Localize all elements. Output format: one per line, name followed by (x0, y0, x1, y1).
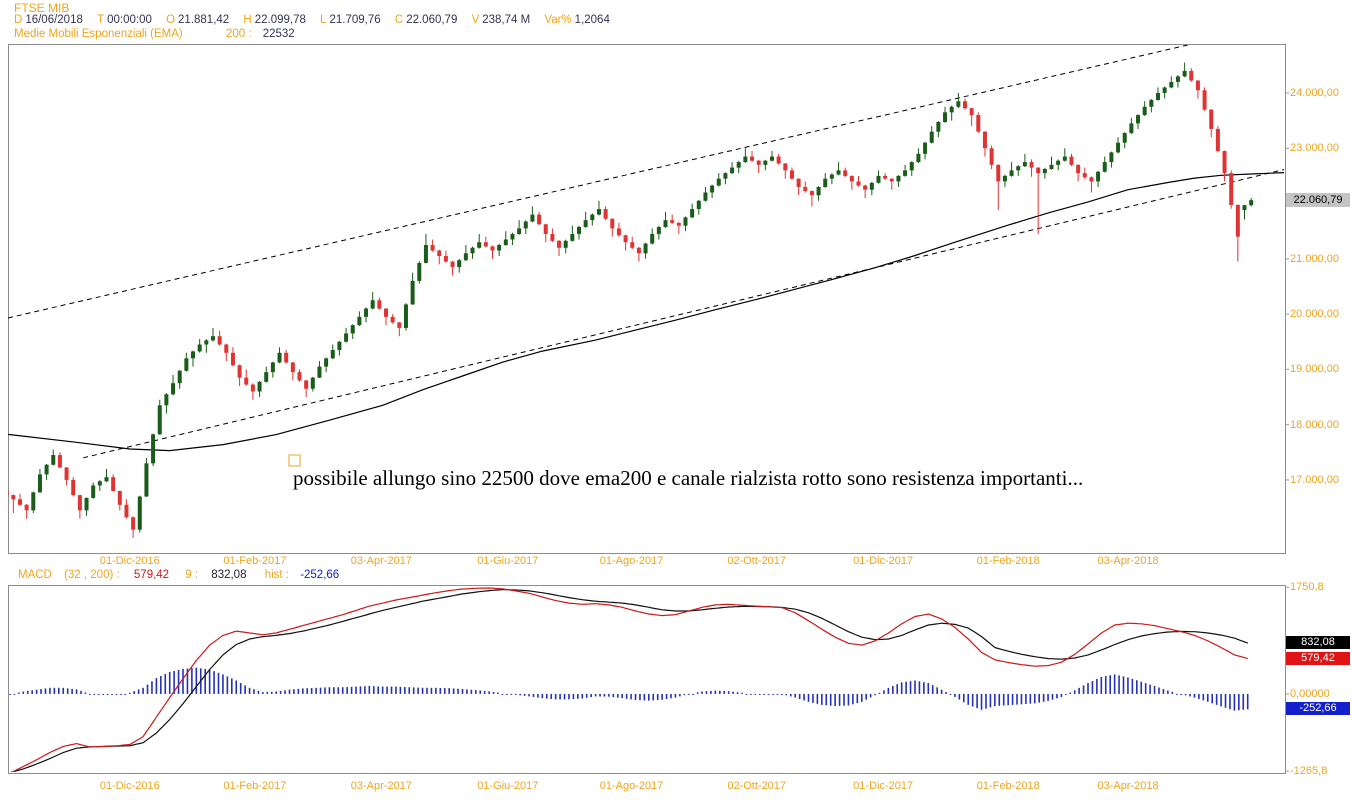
price-tick-label: 23.000,00 (1290, 142, 1339, 155)
quote-value-var: 1,2064 (574, 14, 610, 26)
ema-indicator-label: Medie Mobili Esponenziali (EMA) (14, 28, 183, 40)
time-tick-label: 02-Ott-2017 (727, 555, 787, 567)
price-tick-label: 20.000,00 (1290, 308, 1339, 321)
time-tick-label: 01-Giu-2017 (477, 780, 539, 792)
macd-hist-value: -252,66 (300, 569, 340, 581)
macd-hist-label: hist : (264, 569, 289, 581)
time-tick-label: 01-Ago-2017 (599, 780, 664, 792)
last-price-box: 22.060,79 (1286, 193, 1350, 208)
macd-signal-box: 832,08 (1286, 636, 1350, 650)
quote-value-date: 16/06/2018 (25, 14, 83, 26)
time-tick-label: 03-Apr-2017 (350, 780, 412, 792)
quote-value-volume: 238,74 M (482, 14, 531, 26)
macd-tick-label: -1265,8 (1290, 765, 1328, 778)
ema-period-label: 200 : (225, 28, 252, 40)
quote-key-time: T (97, 14, 105, 26)
quote-key-open: O (166, 14, 176, 26)
time-tick-label: 01-Giu-2017 (477, 555, 539, 567)
macd-tick-label: 0,00000 (1290, 687, 1330, 700)
price-tick-label: 24.000,00 (1290, 86, 1339, 99)
time-tick-label: 03-Apr-2018 (1097, 555, 1159, 567)
time-tick-label: 01-Dic-2016 (99, 555, 160, 567)
macd-hist-box: -252,66 (1286, 702, 1350, 716)
macd-signal-period-label: 9 : (185, 569, 199, 581)
price-chart-panel[interactable] (8, 44, 1286, 554)
annotation-text[interactable]: possibile allungo sino 22500 dove ema200… (293, 466, 1084, 490)
quote-key-high: H (243, 14, 252, 26)
price-tick-label: 19.000,00 (1290, 363, 1339, 376)
macd-panel[interactable] (8, 585, 1286, 774)
macd-line-value: 579,42 (133, 569, 170, 581)
quote-value-close: 22.060,79 (406, 14, 458, 26)
macd-header-row: MACD (32 , 200) : 579,42 9 : 832,08 hist… (18, 569, 339, 581)
price-tick-label: 18.000,00 (1290, 418, 1339, 431)
time-tick-label: 03-Apr-2017 (350, 555, 412, 567)
price-tick-label: 21.000,00 (1290, 252, 1339, 265)
quote-key-volume: V (471, 14, 480, 26)
quote-key-low: L (320, 14, 327, 26)
quote-key-var: Var% (544, 14, 572, 26)
macd-indicator-label: MACD (18, 569, 52, 581)
macd-value-box: 579,42 (1286, 651, 1350, 665)
quote-key-date: D (14, 14, 23, 26)
time-tick-label: 01-Feb-2018 (976, 555, 1040, 567)
time-tick-label: 01-Dic-2017 (853, 780, 914, 792)
ema-indicator-row: Medie Mobili Esponenziali (EMA) 200 : 22… (14, 28, 295, 40)
quote-value-open: 21.881,42 (178, 14, 230, 26)
ema-value: 22532 (262, 28, 295, 40)
time-tick-label: 01-Ago-2017 (599, 555, 664, 567)
time-tick-label: 02-Ott-2017 (727, 780, 787, 792)
quote-value-low: 21.709,76 (329, 14, 381, 26)
macd-signal-value: 832,08 (211, 569, 247, 581)
quote-value-time: 00:00:00 (107, 14, 152, 26)
macd-params-label: (32 , 200) : (64, 569, 120, 581)
quote-row: D 16/06/2018 T 00:00:00 O 21.881,42 H 22.099… (14, 14, 610, 26)
time-tick-label: 01-Feb-2017 (223, 780, 287, 792)
time-tick-label: 01-Dic-2017 (853, 555, 914, 567)
price-tick-label: 17.000,00 (1290, 473, 1339, 486)
time-tick-label: 01-Feb-2017 (223, 555, 287, 567)
macd-tick-label: 1750,8 (1290, 581, 1324, 594)
time-tick-label: 01-Feb-2018 (976, 780, 1040, 792)
symbol-title: FTSE MIB (14, 1, 70, 15)
time-tick-label: 03-Apr-2018 (1097, 780, 1159, 792)
time-tick-label: 01-Dic-2016 (99, 780, 160, 792)
quote-value-high: 22.099,78 (254, 14, 306, 26)
quote-key-close: C (394, 14, 404, 26)
